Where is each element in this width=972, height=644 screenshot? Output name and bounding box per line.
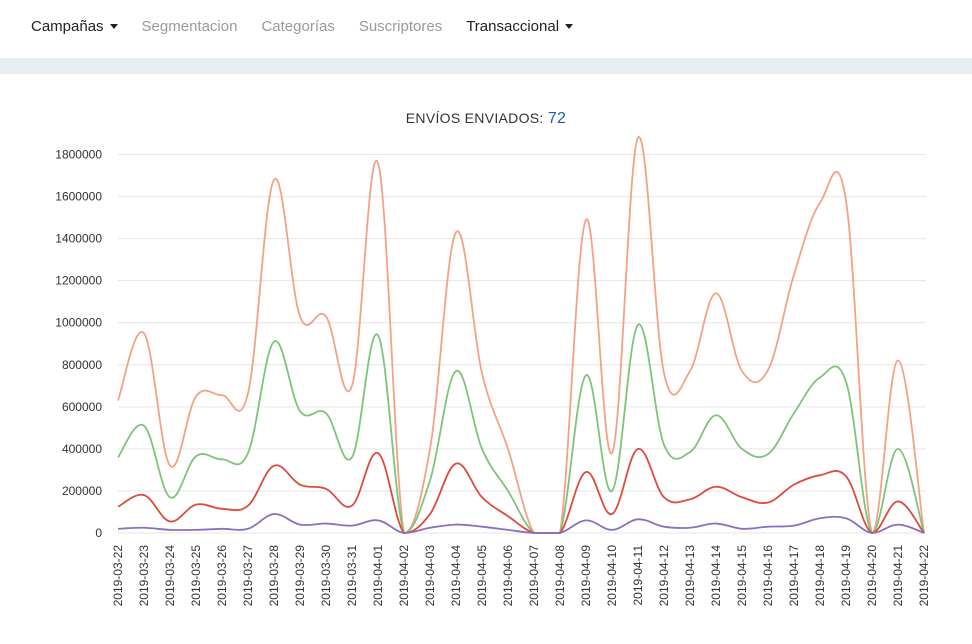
chevron-down-icon (565, 23, 574, 29)
series-line (117, 136, 925, 534)
x-tick-label: 2019-03-30 (319, 545, 333, 607)
x-tick-label: 2019-04-07 (527, 545, 541, 607)
x-tick-label: 2019-04-04 (449, 545, 463, 607)
x-tick-label: 2019-04-15 (735, 545, 749, 607)
y-tick-label: 1600000 (55, 190, 102, 204)
y-tick-label: 1000000 (55, 316, 102, 330)
x-tick-label: 2019-03-23 (137, 545, 151, 607)
x-tick-label: 2019-04-11 (631, 545, 645, 606)
chart-title-label: ENVÍOS ENVIADOS: (405, 110, 544, 126)
series-line (117, 323, 925, 534)
x-tick-label: 2019-04-19 (839, 545, 853, 607)
y-tick-label: 1800000 (55, 148, 102, 162)
y-tick-label: 0 (95, 526, 102, 540)
nav-transaccional-label: Transaccional (466, 17, 560, 35)
nav-categorias[interactable]: Categorías (249, 18, 346, 35)
separator-band (0, 58, 972, 74)
y-tick-label: 400000 (62, 442, 102, 456)
nav-segmentacion[interactable]: Segmentacion (130, 18, 250, 35)
series-line (117, 513, 925, 534)
y-tick-label: 800000 (62, 358, 102, 372)
y-tick-label: 600000 (62, 400, 102, 414)
x-tick-label: 2019-04-09 (579, 545, 593, 607)
x-tick-label: 2019-03-25 (189, 545, 203, 607)
nav-campanas[interactable]: Campañas (0, 18, 130, 35)
chart-title-count: 72 (547, 110, 567, 127)
nav-suscriptores-label: Suscriptores (358, 17, 443, 35)
x-tick-label: 2019-04-05 (475, 545, 489, 607)
x-tick-label: 2019-04-21 (891, 545, 905, 607)
x-tick-label: 2019-04-10 (605, 545, 619, 607)
x-tick-label: 2019-04-16 (761, 545, 775, 607)
nav-suscriptores[interactable]: Suscriptores (347, 18, 454, 35)
nav-segmentacion-label: Segmentacion (141, 17, 238, 35)
x-tick-label: 2019-04-20 (865, 545, 879, 607)
x-tick-label: 2019-04-01 (371, 545, 385, 607)
x-tick-label: 2019-04-02 (397, 545, 411, 607)
chart-title: ENVÍOS ENVIADOS: 72 (0, 110, 972, 128)
nav-categorias-label: Categorías (261, 17, 335, 35)
chart-panel: ENVÍOS ENVIADOS: 72 0 200000 400000 600000 8… (0, 74, 972, 639)
x-tick-label: 2019-04-03 (423, 545, 437, 607)
y-tick-label: 1400000 (55, 232, 102, 246)
y-tick-label: 1200000 (55, 274, 102, 288)
y-tick-label: 200000 (62, 484, 102, 498)
x-tick-label: 2019-04-14 (709, 545, 723, 607)
x-tick-label: 2019-03-24 (163, 545, 177, 607)
x-tick-label: 2019-04-06 (501, 545, 515, 607)
x-tick-label: 2019-04-13 (683, 545, 697, 607)
x-tick-label: 2019-03-31 (345, 545, 359, 607)
x-tick-label: 2019-03-26 (215, 545, 229, 607)
nav-campanas-label: Campañas (31, 17, 104, 35)
x-tick-label: 2019-03-28 (267, 545, 281, 607)
x-tick-label: 2019-03-29 (293, 545, 307, 607)
x-tick-label: 2019-03-27 (241, 545, 255, 607)
x-tick-label: 2019-04-17 (787, 545, 801, 607)
series-line (117, 447, 925, 534)
x-tick-label: 2019-04-12 (657, 545, 671, 607)
top-navbar: Campañas Segmentacion Categorías Suscrip… (0, 0, 972, 52)
x-tick-label: 2019-04-18 (813, 545, 827, 607)
nav-transaccional[interactable]: Transaccional (454, 18, 585, 35)
chevron-down-icon (109, 23, 118, 29)
x-tick-label: 2019-04-08 (553, 545, 567, 607)
line-chart: 0 200000 400000 600000 800000 1000000 1200000 1… (55, 136, 931, 607)
x-tick-label: 2019-03-22 (111, 545, 125, 607)
x-tick-label: 2019-04-22 (917, 545, 931, 607)
